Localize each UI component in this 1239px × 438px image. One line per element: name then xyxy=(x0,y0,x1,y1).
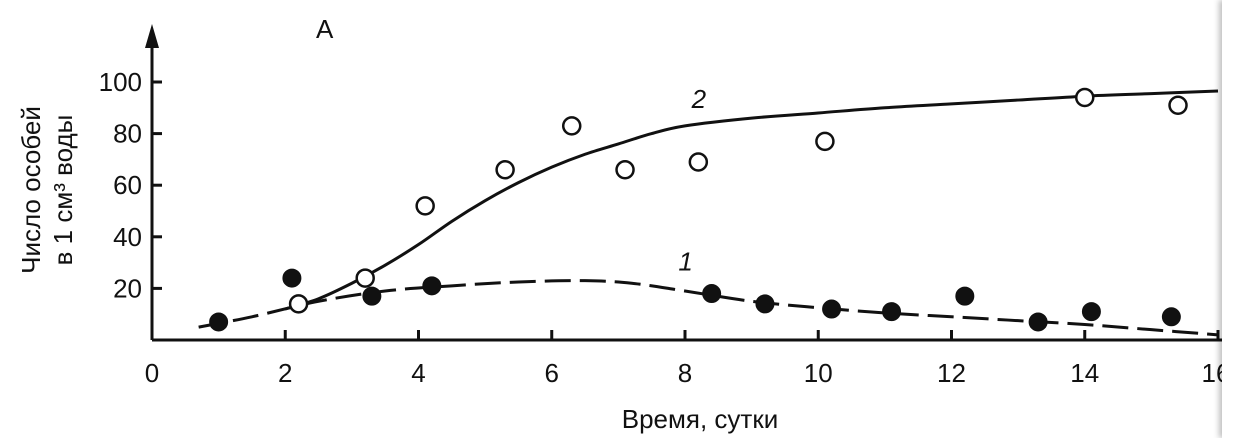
series-1-point xyxy=(1161,307,1181,327)
y-tick-label: 80 xyxy=(113,119,142,149)
y-tick-label: 60 xyxy=(113,170,142,200)
x-axis-title: Время, сутки xyxy=(622,404,778,434)
series-1-point xyxy=(362,286,382,306)
series-2-point xyxy=(1075,87,1095,108)
series-2-point xyxy=(1168,95,1188,115)
series-1-point xyxy=(209,312,229,332)
x-tick-label: 2 xyxy=(278,358,292,388)
axes xyxy=(145,24,1225,342)
data-points xyxy=(209,87,1188,332)
series-2-point xyxy=(415,196,435,216)
series-1-point xyxy=(702,284,722,304)
y-tick-label: 100 xyxy=(99,67,142,97)
x-tick-label: 4 xyxy=(411,358,425,388)
series-1-point xyxy=(282,268,302,288)
x-tick-label: 10 xyxy=(804,358,833,388)
series-2-point xyxy=(288,294,309,314)
series-1-point xyxy=(882,302,902,322)
series-1-point xyxy=(755,294,775,314)
series-1-label: 1 xyxy=(678,246,692,276)
series-1-point xyxy=(955,286,975,306)
x-tick-label: 12 xyxy=(937,358,966,388)
y-tick-label: 20 xyxy=(113,273,142,303)
y-axis-arrow xyxy=(145,24,159,48)
series-2-point xyxy=(355,268,375,288)
series-2-point xyxy=(561,116,582,136)
series-1-point xyxy=(1028,312,1048,332)
series-1-point xyxy=(822,299,842,319)
y-axis-title-line2: в 1 см³ воды xyxy=(48,115,78,266)
series-2-label: 2 xyxy=(691,84,707,114)
series-2-point xyxy=(688,152,709,172)
y-axis-title-line1: Число особей xyxy=(16,106,46,274)
right-edge-panel xyxy=(1222,0,1239,438)
series-2-point xyxy=(495,159,515,180)
series-1-point xyxy=(1081,302,1101,322)
y-tick-label: 40 xyxy=(113,222,142,252)
series-1-point xyxy=(422,276,442,296)
x-tick-label: 6 xyxy=(545,358,559,388)
x-tick-label: 0 xyxy=(145,358,159,388)
curve-labels: 12 xyxy=(678,84,706,277)
series-2-curve xyxy=(284,89,1219,311)
panel-label: А xyxy=(316,14,334,44)
x-tick-label: 14 xyxy=(1070,358,1099,388)
x-tick-label: 8 xyxy=(678,358,692,388)
series-2-point xyxy=(815,131,835,152)
y-ticks: 20 40 60 80 100 xyxy=(99,67,162,303)
series-2-point xyxy=(615,159,635,180)
